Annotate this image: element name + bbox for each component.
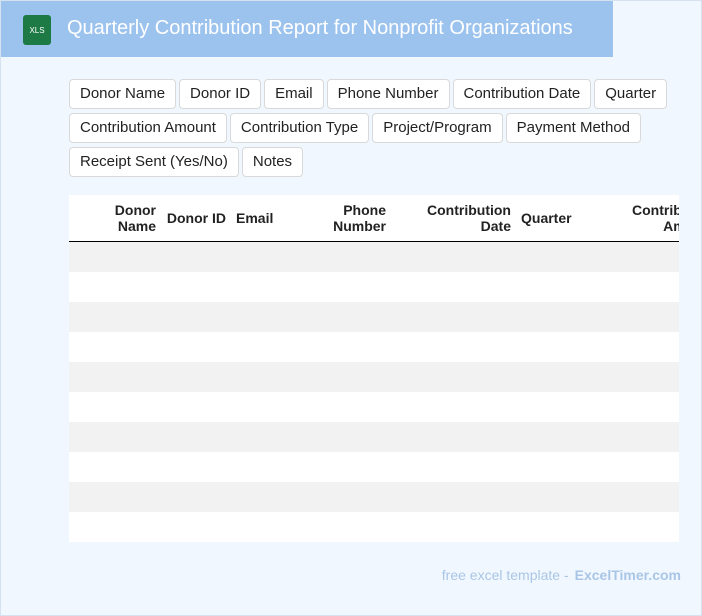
row xyxy=(69,272,679,302)
column-header: Donor ID xyxy=(166,210,226,226)
row xyxy=(69,512,679,542)
field-tag[interactable]: Contribution Type xyxy=(229,113,370,143)
field-tag[interactable]: Contribution Amount xyxy=(69,113,227,143)
title: Quarterly Contribution Report for Nonpro… xyxy=(67,17,573,39)
column-header: Contribution Date xyxy=(427,202,511,234)
row xyxy=(69,482,679,512)
column-header: Donor Name xyxy=(114,202,156,234)
row xyxy=(69,392,679,422)
row xyxy=(69,332,679,362)
footer: free excel template - ExcelTimer.com xyxy=(442,567,681,583)
field-tag[interactable]: Quarter xyxy=(594,79,668,109)
field-tag[interactable]: Donor ID xyxy=(179,79,262,109)
footer-text: free excel template - xyxy=(441,567,569,583)
row xyxy=(69,242,679,272)
column-header: Quarter xyxy=(521,210,572,226)
column-header: Email xyxy=(236,210,274,226)
field-tag[interactable]: Payment Method xyxy=(505,113,642,143)
row xyxy=(69,452,679,482)
header: XLS Quarterly Contribution Report for No… xyxy=(1,1,613,57)
row xyxy=(69,302,679,332)
xls-icon: XLS xyxy=(23,15,51,45)
column-header: Phone Number xyxy=(333,202,386,234)
field-tag[interactable]: Notes xyxy=(241,147,304,177)
row xyxy=(69,422,679,452)
table-header: Donor Name Donor ID Email Phone Number Contr… xyxy=(69,195,679,242)
field-tag[interactable]: Donor Name xyxy=(69,79,177,109)
row xyxy=(69,362,679,392)
field-tag[interactable]: Project/Program xyxy=(372,113,503,143)
field-list: Donor Name Donor ID Email Phone Number Contr… xyxy=(69,79,669,177)
field-tag[interactable]: Email xyxy=(264,79,324,109)
field-tag[interactable]: Receipt Sent (Yes/No) xyxy=(69,147,239,177)
footer-brand[interactable]: ExcelTimer.com xyxy=(574,567,681,583)
field-tag[interactable]: Phone Number xyxy=(326,79,450,109)
column-header: Contribution Amount xyxy=(632,202,679,234)
field-tag[interactable]: Contribution Date xyxy=(452,79,592,109)
table: Donor Name Donor ID Email Phone Number Contr… xyxy=(69,195,679,542)
table-body xyxy=(69,242,679,542)
